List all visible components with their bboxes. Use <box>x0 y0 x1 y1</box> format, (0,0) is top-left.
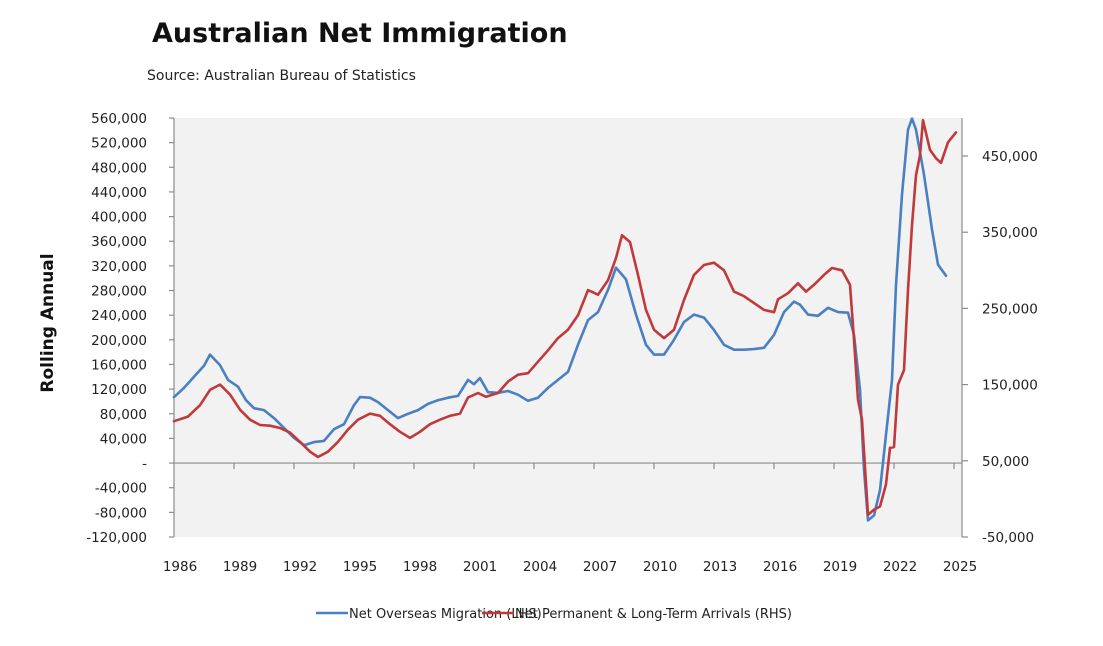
x-tick-label: 1998 <box>403 559 437 575</box>
x-tick-label: 1986 <box>163 559 197 575</box>
left-tick-label: 440,000 <box>91 185 147 201</box>
left-tick-label: -80,000 <box>95 505 147 521</box>
right-tick-label: 350,000 <box>982 225 1038 241</box>
legend-label-npla: Net Permanent & Long-Term Arrivals (RHS) <box>515 607 792 622</box>
x-axis-ticks: 1986 1989 1992 1995 1998 2001 2004 2007 2010 2013… <box>163 463 977 575</box>
legend: Net Overseas Migration (LHS) Net Permane… <box>316 607 792 622</box>
x-tick-label: 2022 <box>883 559 917 575</box>
left-tick-label: 320,000 <box>91 259 147 275</box>
left-tick-label: 400,000 <box>91 210 147 226</box>
right-tick-label: -50,000 <box>982 530 1034 546</box>
x-tick-label: 2001 <box>463 559 497 575</box>
right-tick-label: 450,000 <box>982 149 1038 165</box>
left-tick-label: 360,000 <box>91 234 147 250</box>
left-tick-label: -40,000 <box>95 481 147 497</box>
x-tick-label: 2013 <box>703 559 737 575</box>
series-layer <box>172 117 958 522</box>
left-axis-ticks: 560,000 520,000 480,000 440,000 400,000 360,0… <box>86 111 174 546</box>
left-tick-label: 240,000 <box>91 308 147 324</box>
left-tick-label: 560,000 <box>91 111 147 127</box>
left-tick-label: 120,000 <box>91 382 147 398</box>
left-tick-label: 280,000 <box>91 284 147 300</box>
right-tick-label: 250,000 <box>982 301 1038 317</box>
x-tick-label: 2010 <box>643 559 677 575</box>
left-tick-label: 480,000 <box>91 160 147 176</box>
left-tick-label: 80,000 <box>100 407 147 423</box>
x-tick-label: 2016 <box>763 559 797 575</box>
x-tick-label: 2007 <box>583 559 617 575</box>
left-tick-label: -120,000 <box>86 530 147 546</box>
right-tick-label: 150,000 <box>982 378 1038 394</box>
chart-subtitle: Source: Australian Bureau of Statistics <box>147 68 416 84</box>
right-axis-ticks: 450,000 350,000 250,000 150,000 50,000 -50,00… <box>962 149 1038 546</box>
y-axis-label: Rolling Annual <box>38 253 58 392</box>
legend-label-nom: Net Overseas Migration (LHS) <box>349 607 542 622</box>
x-tick-label: 1989 <box>223 559 257 575</box>
left-tick-label: - <box>142 456 147 472</box>
left-tick-label: 160,000 <box>91 357 147 373</box>
x-tick-label: 2004 <box>523 559 557 575</box>
left-tick-label: 200,000 <box>91 333 147 349</box>
left-tick-label: 40,000 <box>100 431 147 447</box>
x-tick-label: 1995 <box>343 559 377 575</box>
x-tick-label: 1992 <box>283 559 317 575</box>
left-tick-label: 520,000 <box>91 136 147 152</box>
series-line-net-permanent-long-term-arrivals <box>172 118 958 517</box>
x-tick-label: 2025 <box>943 559 977 575</box>
chart-title: Australian Net Immigration <box>152 18 568 49</box>
right-tick-label: 50,000 <box>982 454 1029 470</box>
x-tick-label: 2019 <box>823 559 857 575</box>
